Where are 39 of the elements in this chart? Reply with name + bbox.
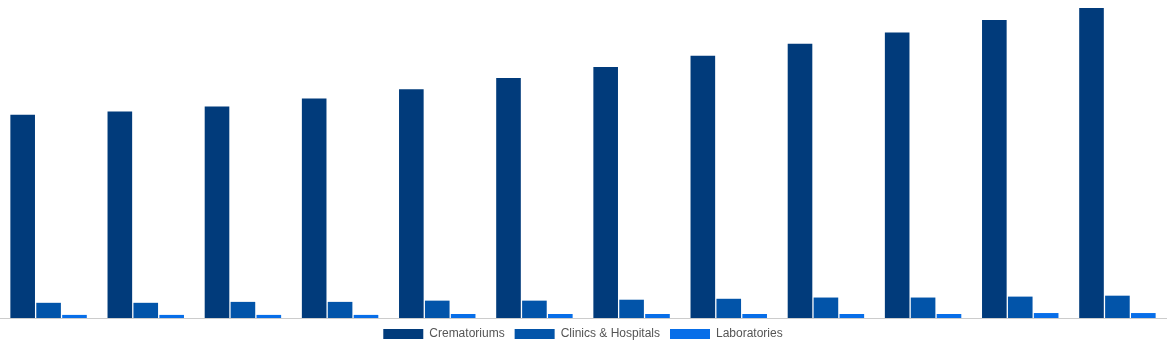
bar <box>424 300 450 318</box>
bar <box>399 89 424 318</box>
bar <box>1105 295 1130 318</box>
bar <box>107 111 133 318</box>
bar <box>787 43 813 318</box>
bar <box>813 297 839 318</box>
bar <box>36 302 61 318</box>
bar <box>690 55 716 318</box>
bar <box>450 313 476 318</box>
bar <box>839 313 865 318</box>
bar <box>353 314 379 318</box>
bar <box>10 114 35 318</box>
bar <box>910 297 936 318</box>
bar <box>1007 296 1033 318</box>
bar <box>936 313 962 318</box>
bar <box>301 98 327 318</box>
bar <box>716 298 742 318</box>
bar <box>204 106 230 318</box>
bar <box>496 78 521 318</box>
bar <box>884 32 910 318</box>
bar <box>230 301 256 318</box>
bar <box>742 313 767 318</box>
legend-label: Crematoriums <box>429 326 505 341</box>
bar <box>256 314 282 318</box>
bar <box>1033 313 1059 318</box>
bar <box>327 301 353 318</box>
bar <box>645 313 670 318</box>
legend-label: Clinics & Hospitals <box>560 326 661 341</box>
bar <box>1131 313 1156 318</box>
bar <box>619 299 644 318</box>
bar <box>593 66 618 318</box>
bar <box>522 300 547 318</box>
bar <box>1079 8 1104 318</box>
legend-label: Laboratories <box>716 326 783 341</box>
bar <box>133 302 159 318</box>
bar <box>548 313 573 318</box>
bar <box>982 20 1007 318</box>
bar <box>159 314 184 318</box>
bar <box>62 314 87 318</box>
